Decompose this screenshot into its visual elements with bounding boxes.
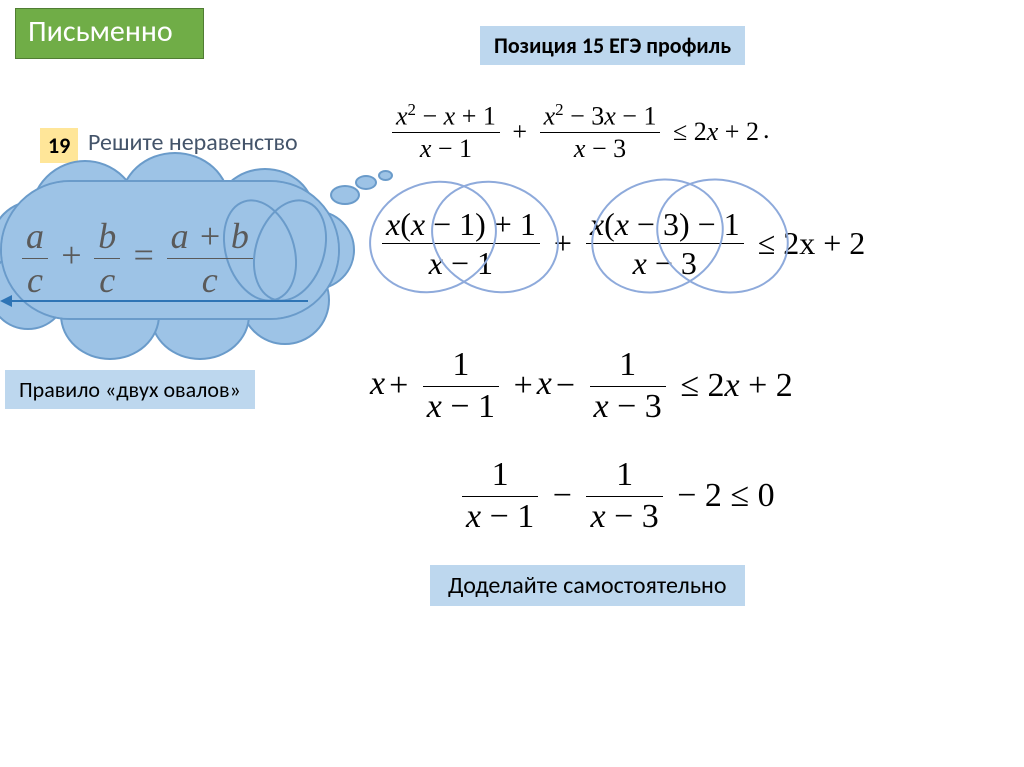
formula-step2: x+ 1x − 1 +x− 1x − 3 ≤ 2x + 2 xyxy=(370,345,797,428)
title-badge: Письменно xyxy=(15,8,204,59)
cloud-formula: ac + bc = a + bc xyxy=(20,215,255,302)
cloud-arrow-icon xyxy=(8,300,308,302)
thought-cloud: ac + bc = a + bc xyxy=(0,180,360,360)
problem-number: 19 xyxy=(40,128,78,163)
footer-note: Доделайте самостоятельно xyxy=(430,565,745,606)
formula-step3: 1x − 1 − 1x − 3 − 2 ≤ 0 xyxy=(460,455,779,538)
formula-main: x2 − x + 1 x − 1 + x2 − 3x − 1 x − 3 ≤ 2… xyxy=(390,100,769,164)
rule-label: Правило «двух овалов» xyxy=(5,370,255,409)
subtitle-badge: Позиция 15 ЕГЭ профиль xyxy=(480,26,745,65)
formula-step1: x(x − 1) + 1 x − 1 + x(x − 3) − 1 x − 3 … xyxy=(380,205,869,283)
problem-text: Решите неравенство xyxy=(88,128,298,157)
